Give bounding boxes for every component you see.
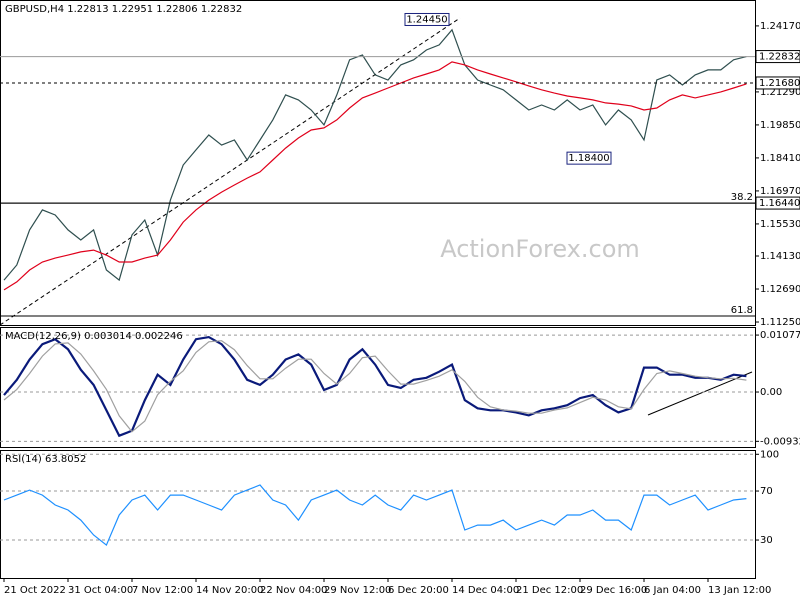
extreme-label: 1.24450 bbox=[406, 14, 447, 25]
panel-title: GBPUSD,H4 1.22813 1.22951 1.22806 1.2283… bbox=[5, 4, 242, 15]
x-tick-label: 13 Jan 12:00 bbox=[708, 585, 771, 596]
series-line bbox=[3, 335, 747, 438]
x-tick-label: 7 Nov 12:00 bbox=[132, 585, 193, 596]
watermark: ActionForex.com bbox=[440, 235, 640, 263]
x-tick-label: 6 Jan 04:00 bbox=[644, 585, 701, 596]
extreme-box bbox=[404, 12, 450, 26]
y-tick-label: 1.14130 bbox=[760, 251, 800, 262]
macd-trend-line bbox=[647, 371, 753, 416]
y-tick-label: 1.11250 bbox=[760, 317, 800, 328]
x-tick-label: 21 Oct 2022 bbox=[4, 585, 66, 596]
series-line bbox=[3, 61, 747, 291]
y-tick-label: 0.00 bbox=[760, 387, 782, 398]
x-tick-label: 14 Dec 04:00 bbox=[452, 585, 519, 596]
y-tick-label: 100 bbox=[760, 449, 779, 460]
x-tick-label: 22 Nov 04:00 bbox=[260, 585, 327, 596]
x-tick-label: 21 Dec 12:00 bbox=[516, 585, 583, 596]
price-box bbox=[755, 76, 800, 90]
panel-frame bbox=[0, 450, 756, 579]
y-tick-label: 1.19850 bbox=[760, 120, 800, 131]
x-tick-label: 6 Dec 20:00 bbox=[388, 585, 449, 596]
x-tick-label: 31 Oct 04:00 bbox=[68, 585, 133, 596]
x-tick-label: 29 Nov 12:00 bbox=[324, 585, 391, 596]
panel-frame bbox=[0, 0, 756, 326]
panel-title: MACD(12,26,9) 0.003014 0.002246 bbox=[5, 331, 183, 342]
panel-frame bbox=[0, 327, 756, 448]
extreme-label: 1.18400 bbox=[568, 153, 609, 164]
y-tick-label: 1.18410 bbox=[760, 153, 800, 164]
price-box bbox=[755, 196, 800, 210]
fib-label: 38.2 bbox=[731, 192, 753, 203]
price-label: 1.16440 bbox=[759, 198, 800, 209]
trend-line bbox=[0, 17, 461, 326]
x-tick-label: 14 Nov 20:00 bbox=[196, 585, 263, 596]
y-tick-label: 0.010774 bbox=[760, 330, 800, 341]
price-label: 1.21680 bbox=[759, 78, 800, 89]
y-tick-label: 1.24170 bbox=[760, 21, 800, 32]
y-tick-label: 70 bbox=[760, 486, 773, 497]
y-tick-label: 1.15530 bbox=[760, 219, 800, 230]
series-line bbox=[3, 340, 747, 433]
series-line bbox=[3, 484, 747, 547]
price-label: 1.22832 bbox=[759, 52, 800, 63]
y-tick-label: 1.12690 bbox=[760, 284, 800, 295]
y-tick-label: 1.21290 bbox=[760, 87, 800, 98]
panel-title: RSI(14) 63.8052 bbox=[5, 454, 86, 465]
price-box bbox=[755, 50, 800, 64]
y-tick-label: -0.009328 bbox=[760, 436, 800, 447]
series-line bbox=[3, 28, 747, 282]
y-tick-label: 1.16970 bbox=[760, 186, 800, 197]
fib-label: 61.8 bbox=[731, 305, 753, 316]
x-tick-label: 29 Dec 16:00 bbox=[580, 585, 647, 596]
extreme-box bbox=[566, 151, 612, 165]
y-tick-label: 30 bbox=[760, 535, 773, 546]
